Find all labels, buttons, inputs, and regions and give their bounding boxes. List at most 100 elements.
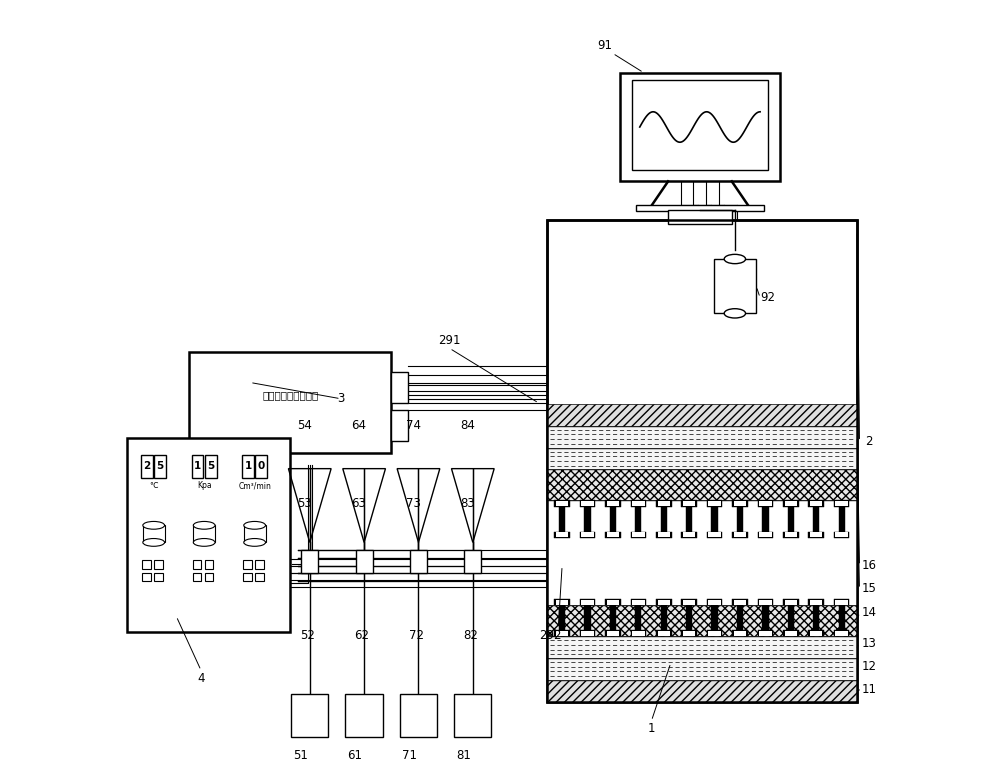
Bar (834, 630, 849, 637)
Bar (554, 599, 570, 605)
Bar (707, 630, 722, 637)
Text: 71: 71 (402, 749, 417, 762)
Bar (708, 631, 721, 636)
Bar (835, 631, 848, 636)
Ellipse shape (193, 539, 215, 547)
Bar (554, 630, 570, 637)
Bar (141, 454, 153, 478)
Bar (734, 631, 746, 636)
Text: 1: 1 (648, 723, 655, 735)
Bar (391, 411, 408, 442)
Bar (580, 500, 595, 507)
Text: 5: 5 (207, 461, 214, 472)
Bar (454, 694, 491, 737)
Bar (658, 631, 670, 636)
Text: 2: 2 (865, 435, 873, 448)
Bar (835, 533, 848, 537)
Text: Kpa: Kpa (197, 481, 211, 490)
Bar (547, 605, 857, 637)
Bar (762, 605, 769, 630)
Bar (632, 81, 768, 170)
Bar (835, 600, 848, 604)
Bar (661, 507, 667, 532)
Bar (142, 560, 151, 569)
Bar (759, 600, 772, 604)
Ellipse shape (724, 254, 746, 264)
Bar (631, 532, 646, 538)
Bar (255, 454, 267, 478)
Text: 13: 13 (861, 637, 876, 650)
Text: 11: 11 (861, 683, 876, 697)
Bar (301, 551, 318, 573)
Text: 83: 83 (460, 497, 475, 510)
Bar (656, 630, 672, 637)
Bar (581, 501, 594, 506)
Bar (243, 560, 252, 569)
Bar (244, 526, 266, 543)
Bar (189, 352, 391, 453)
Text: 291: 291 (438, 334, 461, 347)
Bar (154, 454, 166, 478)
Text: 84: 84 (460, 419, 475, 432)
Bar (813, 507, 819, 532)
Text: ℃: ℃ (149, 481, 158, 490)
Bar (581, 533, 594, 537)
Bar (410, 551, 427, 573)
Bar (783, 630, 799, 637)
Bar (783, 500, 799, 507)
Text: 61: 61 (347, 749, 362, 762)
Bar (556, 533, 568, 537)
Bar (605, 630, 621, 637)
Bar (808, 532, 824, 538)
Text: 1: 1 (194, 461, 201, 472)
Bar (193, 526, 215, 543)
Bar (193, 572, 201, 581)
Bar (681, 630, 697, 637)
Bar (810, 631, 822, 636)
Bar (610, 507, 616, 532)
Bar (547, 447, 857, 469)
Bar (785, 631, 797, 636)
Bar (610, 605, 616, 630)
Bar (834, 500, 849, 507)
Bar (605, 532, 621, 538)
Bar (732, 532, 748, 538)
Bar (737, 605, 743, 630)
Text: 81: 81 (456, 749, 471, 762)
Bar (708, 533, 721, 537)
Bar (143, 526, 165, 543)
Bar (810, 501, 822, 506)
Bar (658, 501, 670, 506)
Bar (783, 532, 799, 538)
Text: Cm³/min: Cm³/min (238, 481, 271, 490)
Bar (605, 500, 621, 507)
Bar (205, 572, 213, 581)
Bar (547, 221, 857, 701)
Bar (808, 630, 824, 637)
Bar (758, 630, 773, 637)
Bar (707, 532, 722, 538)
Text: 63: 63 (351, 497, 366, 510)
Bar (581, 631, 594, 636)
Bar (631, 630, 646, 637)
Bar (554, 500, 570, 507)
Bar (559, 605, 565, 630)
Ellipse shape (143, 522, 165, 529)
Bar (708, 600, 721, 604)
Text: 2: 2 (143, 461, 151, 472)
Bar (547, 680, 857, 701)
Bar (580, 630, 595, 637)
Bar (205, 454, 217, 478)
Bar (656, 599, 672, 605)
Bar (554, 532, 570, 538)
Bar (632, 533, 645, 537)
Bar (788, 605, 794, 630)
Bar (835, 501, 848, 506)
Bar (758, 532, 773, 538)
Bar (737, 507, 743, 532)
Bar (656, 532, 672, 538)
Bar (356, 551, 373, 573)
Bar (808, 599, 824, 605)
Bar (681, 532, 697, 538)
Text: 51: 51 (293, 749, 308, 762)
